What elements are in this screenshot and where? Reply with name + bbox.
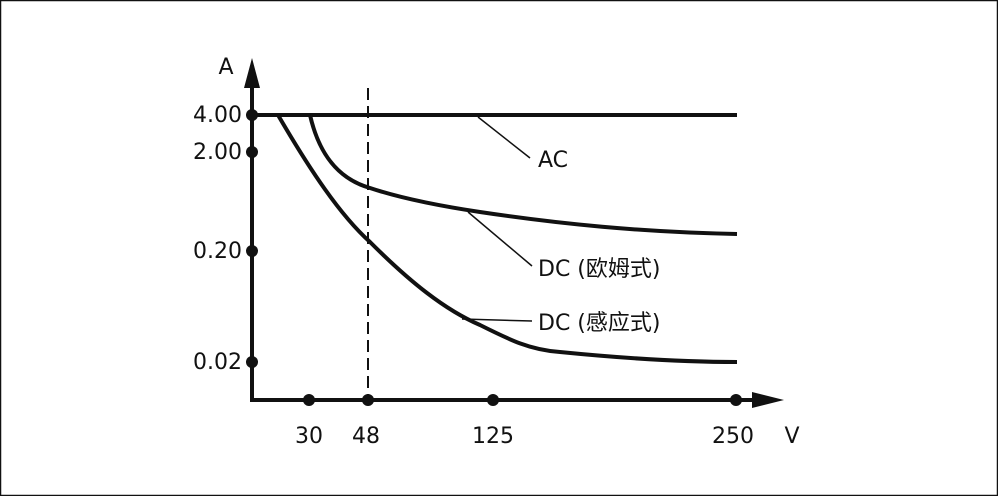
y-arrow bbox=[244, 58, 260, 88]
curve-label: DC (欧姆式) bbox=[538, 257, 660, 282]
tick-dot bbox=[246, 356, 258, 368]
y-tick-label: 0.02 bbox=[193, 350, 242, 375]
x-arrow bbox=[752, 392, 784, 408]
tick-dot bbox=[730, 394, 742, 406]
x-tick-label: 48 bbox=[352, 424, 380, 449]
y-axis-label: A bbox=[218, 55, 233, 80]
y-tick-label: 4.00 bbox=[193, 103, 242, 128]
leader-line bbox=[461, 318, 533, 322]
dc-ohmic-curve bbox=[308, 114, 738, 236]
y-tick-label: 2.00 bbox=[193, 140, 242, 165]
tick-dot bbox=[303, 394, 315, 406]
x-axis-label: V bbox=[784, 424, 799, 449]
curve-label: DC (感应式) bbox=[538, 311, 660, 336]
y-tick-label: 0.20 bbox=[193, 239, 242, 264]
x-tick-label: 125 bbox=[472, 424, 514, 449]
x-tick-label: 30 bbox=[295, 424, 323, 449]
tick-dot bbox=[246, 146, 258, 158]
x-tick-label: 250 bbox=[712, 424, 754, 449]
tick-dot bbox=[246, 245, 258, 257]
tick-dot bbox=[487, 394, 499, 406]
dc-inductive-curve bbox=[276, 113, 738, 364]
leader-line bbox=[477, 116, 531, 159]
y-ticks: 4.00 2.00 0.20 0.02 bbox=[193, 103, 258, 375]
curve-label: AC bbox=[538, 148, 568, 173]
leader-line bbox=[467, 211, 533, 267]
